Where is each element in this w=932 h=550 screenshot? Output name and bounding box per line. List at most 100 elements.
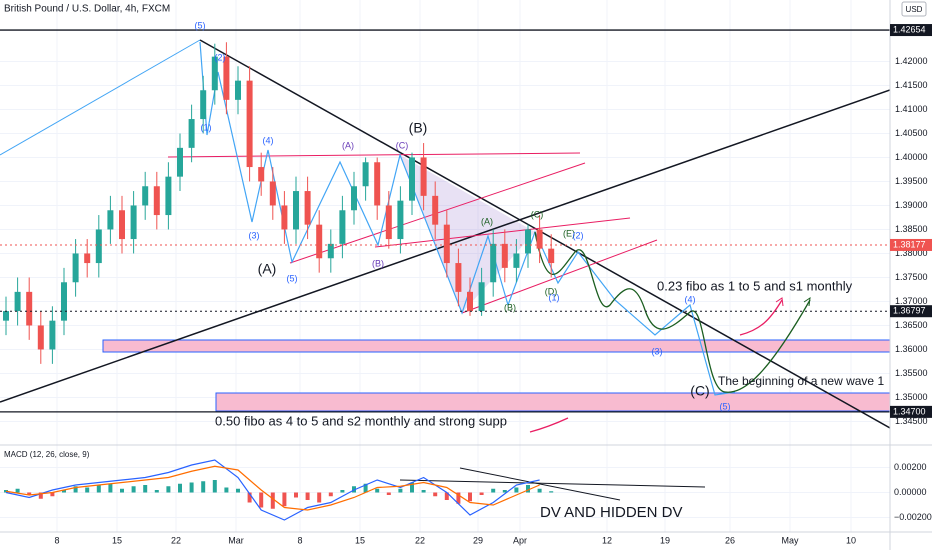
histogram-bar (294, 492, 298, 498)
histogram-bar (270, 492, 275, 509)
chart-title: British Pound / U.S. Dollar, 4h, FXCM (4, 4, 170, 15)
candle-body (304, 191, 311, 225)
wave-label: (A) (258, 261, 277, 277)
candle-body (548, 248, 555, 264)
projection-curve (534, 231, 811, 393)
x-tick-label: 10 (846, 535, 856, 545)
candle-body (95, 229, 102, 264)
wave-label: (3) (652, 346, 663, 356)
x-tick-label: 12 (602, 535, 612, 545)
y-tick-label: 1.41500 (895, 80, 928, 90)
histogram-bar (166, 486, 171, 493)
histogram-bar (143, 485, 148, 493)
y-tick-label: 1.35000 (895, 392, 928, 402)
wave-label: (5) (720, 401, 731, 411)
histogram-bar (363, 483, 368, 493)
trend-line (199, 39, 891, 429)
histogram-bar (549, 491, 554, 493)
x-tick-label: Apr (513, 535, 527, 545)
candle-body (153, 186, 160, 216)
y-tick-label: 1.40000 (895, 152, 928, 162)
candle-body (443, 224, 450, 264)
price-tag-label: 1.36797 (893, 306, 926, 316)
wave-label: (2) (215, 52, 226, 62)
histogram-bar (491, 488, 496, 493)
histogram-bar (224, 487, 229, 493)
y-tick-label: 1.41000 (895, 104, 928, 114)
y-tick-label: 1.37000 (895, 296, 928, 306)
x-tick-label: Mar (228, 535, 244, 545)
histogram-bar (212, 480, 217, 493)
candle-body (142, 186, 149, 206)
candle-body (235, 80, 241, 100)
histogram-bar (15, 488, 20, 493)
histogram-bar (247, 492, 252, 503)
y-tick-label: 1.38000 (895, 248, 928, 258)
y-tick-label: 1.35500 (895, 368, 928, 378)
histogram-bar (410, 482, 414, 493)
wave-label: (1) (549, 292, 560, 302)
histogram-bar (73, 486, 78, 493)
histogram-bar (444, 492, 449, 500)
histogram-bar (131, 486, 136, 493)
candle-body (490, 243, 497, 283)
candle-body (269, 181, 276, 206)
candle-body (536, 229, 543, 249)
candle-body (513, 253, 520, 268)
candle-body (165, 176, 172, 216)
channel-line (461, 239, 658, 314)
candle-body (397, 200, 404, 240)
histogram-bar (340, 490, 345, 493)
wave-label: (E) (563, 228, 575, 238)
candle-body (327, 243, 334, 259)
candle-body (478, 282, 485, 312)
price-axis (890, 0, 932, 550)
histogram-bar (305, 492, 310, 500)
candle-body (455, 263, 462, 292)
candle-body (316, 224, 323, 259)
candle-body (61, 282, 67, 321)
histogram-bar (456, 492, 461, 504)
histogram-bar (50, 492, 55, 497)
candle-body (14, 291, 21, 312)
candle-body (246, 80, 253, 168)
candle-body (72, 253, 79, 283)
wave-label: (B) (372, 258, 384, 268)
histogram-bar (178, 483, 182, 493)
divergence-line (399, 479, 706, 488)
axes: 1.34500 1.35000 1.35500 1.36000 1.36500 1.370… (54, 20, 932, 545)
wave-label: (1) (201, 122, 212, 132)
x-tick-label: 26 (725, 535, 735, 545)
x-tick-label: 8 (297, 535, 302, 545)
indicator-title: MACD (12, 26, close, 9) (4, 450, 90, 459)
y-tick-label: 1.39500 (895, 176, 928, 186)
candle-body (223, 56, 230, 100)
price-tag (890, 24, 932, 37)
y-tick-label: 0.00000 (894, 487, 927, 497)
histogram-bar (96, 485, 101, 493)
candle-body (339, 210, 346, 244)
arrow-head (803, 296, 811, 307)
wave-label: (A) (481, 216, 493, 226)
price-tag (890, 405, 932, 418)
candle-body (351, 186, 357, 211)
note: The beginning of a new wave 1 (718, 374, 884, 388)
currency: USD (906, 5, 923, 14)
candle-body (385, 205, 392, 240)
candle-body (501, 243, 508, 268)
currency-badge (901, 1, 927, 17)
x-tick-label: 22 (171, 535, 181, 545)
y-tick-label: 1.36500 (895, 320, 928, 330)
wave-label: (C) (531, 209, 544, 219)
candle-body (200, 90, 207, 120)
wave-label: (5) (195, 20, 206, 30)
histogram-bar (38, 492, 43, 499)
histogram-bar (154, 490, 159, 493)
candle-body (420, 157, 427, 196)
histogram-bar (120, 488, 124, 493)
candle-body (525, 229, 531, 254)
candle-body (409, 157, 415, 201)
wave-label: (4) (263, 135, 274, 145)
